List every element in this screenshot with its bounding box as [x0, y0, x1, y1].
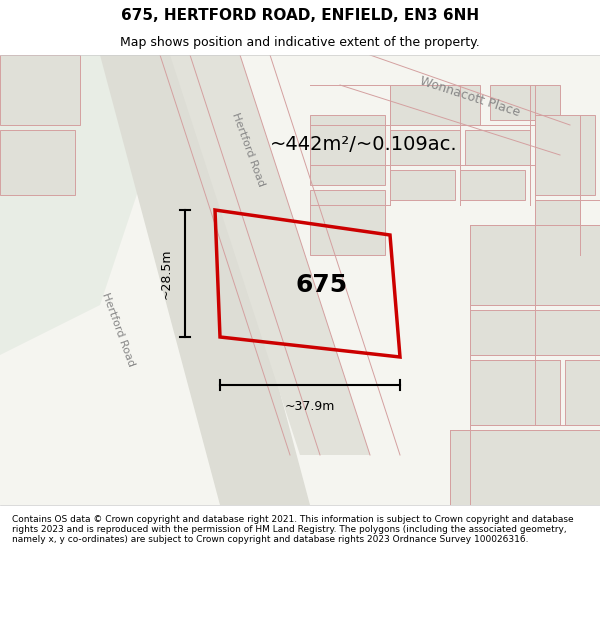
Polygon shape [0, 55, 80, 125]
Polygon shape [0, 55, 140, 355]
Polygon shape [465, 130, 530, 165]
Polygon shape [0, 130, 75, 195]
Polygon shape [390, 85, 480, 125]
Polygon shape [390, 130, 460, 165]
Polygon shape [470, 360, 560, 425]
Text: 675, HERTFORD ROAD, ENFIELD, EN3 6NH: 675, HERTFORD ROAD, ENFIELD, EN3 6NH [121, 8, 479, 23]
Text: 675: 675 [295, 272, 347, 297]
Polygon shape [390, 170, 455, 200]
Text: ~442m²/~0.109ac.: ~442m²/~0.109ac. [270, 136, 458, 154]
Text: ~37.9m: ~37.9m [285, 400, 335, 413]
Polygon shape [490, 85, 560, 120]
Polygon shape [535, 200, 580, 255]
Polygon shape [565, 360, 600, 425]
Text: Hertford Road: Hertford Road [230, 112, 266, 188]
Polygon shape [170, 55, 370, 455]
Text: Contains OS data © Crown copyright and database right 2021. This information is : Contains OS data © Crown copyright and d… [12, 514, 574, 544]
Text: Hertford Road: Hertford Road [100, 292, 136, 368]
Text: Wonnacott Place: Wonnacott Place [418, 74, 522, 119]
Polygon shape [100, 55, 310, 505]
Polygon shape [535, 115, 595, 195]
Polygon shape [310, 115, 385, 185]
Polygon shape [470, 225, 600, 305]
Text: Map shows position and indicative extent of the property.: Map shows position and indicative extent… [120, 36, 480, 49]
Polygon shape [470, 310, 600, 355]
Polygon shape [310, 190, 385, 255]
Polygon shape [450, 430, 600, 505]
Polygon shape [460, 170, 525, 200]
Text: ~28.5m: ~28.5m [160, 248, 173, 299]
